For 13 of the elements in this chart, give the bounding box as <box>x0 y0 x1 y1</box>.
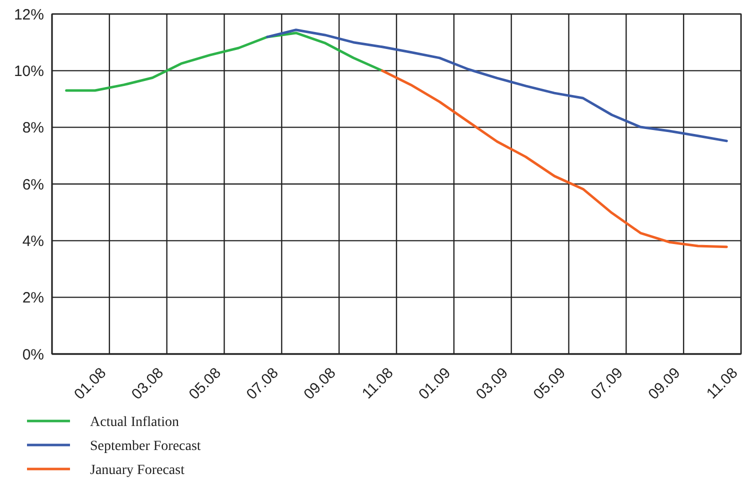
legend-label: Actual Inflation <box>90 414 180 430</box>
y-tick-label: 0% <box>22 346 44 364</box>
y-tick-label: 10% <box>14 62 44 80</box>
y-tick-label: 6% <box>22 176 44 194</box>
y-tick-label: 4% <box>22 232 44 250</box>
line-series <box>266 28 728 142</box>
legend-label: January Forecast <box>90 462 185 478</box>
line-series <box>380 69 728 248</box>
y-tick-label: 8% <box>22 120 44 137</box>
y-tick-label: 2% <box>22 290 44 307</box>
line-series <box>65 32 384 92</box>
legend-label: September Forecast <box>90 438 201 454</box>
y-tick-label: 12% <box>14 6 44 24</box>
